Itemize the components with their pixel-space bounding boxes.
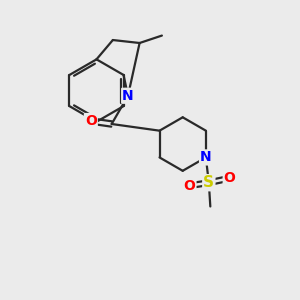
Text: N: N bbox=[200, 150, 212, 164]
Text: O: O bbox=[184, 179, 196, 193]
Text: O: O bbox=[224, 171, 236, 185]
Text: O: O bbox=[85, 114, 97, 128]
Text: N: N bbox=[122, 89, 134, 103]
Text: S: S bbox=[203, 175, 214, 190]
